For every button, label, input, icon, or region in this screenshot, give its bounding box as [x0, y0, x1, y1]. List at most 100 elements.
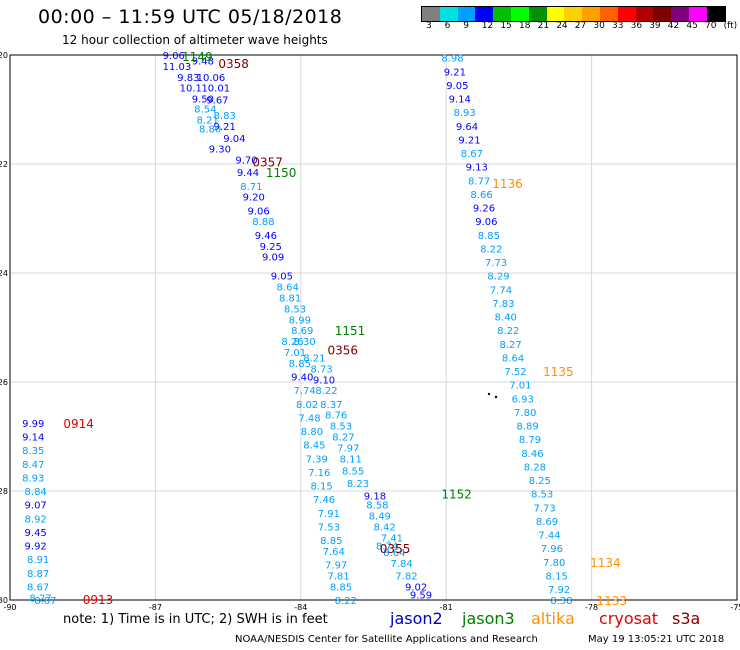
- color-swatch: [688, 7, 707, 21]
- color-swatch: [439, 7, 458, 21]
- wave-height-value: 7.46: [313, 495, 335, 506]
- color-scale-label: 9: [463, 21, 469, 31]
- x-tick-label: -75: [730, 603, 740, 612]
- satellite-legend-s3a: s3a: [672, 609, 701, 628]
- wave-height-value: 8.67: [461, 149, 483, 160]
- color-swatch: [599, 7, 618, 21]
- color-swatch: [582, 7, 600, 21]
- pass-number-label: 1151: [335, 324, 366, 338]
- wave-height-value: 7.64: [323, 547, 345, 558]
- wave-height-value: 8.49: [369, 512, 391, 523]
- wave-height-value: 7.80: [543, 558, 565, 569]
- wave-height-value: 8.22: [480, 244, 502, 255]
- wave-height-value: 8.27: [500, 340, 522, 351]
- pass-number-label: 1135: [543, 365, 574, 379]
- color-scale-label: 24: [556, 21, 568, 31]
- wave-height-value: 8.83: [214, 111, 236, 122]
- wave-height-value: 9.02: [405, 582, 427, 593]
- satellite-legend-jason3: jason3: [462, 609, 515, 628]
- wave-height-value: 8.37: [320, 400, 342, 411]
- wave-height-value: 7.48: [298, 413, 320, 424]
- wave-height-value: 7.01: [509, 381, 531, 392]
- wave-height-value: 9.46: [255, 231, 277, 242]
- color-swatch: [653, 7, 672, 21]
- wave-height-value: 8.25: [529, 476, 551, 487]
- wave-height-value: 7.73: [485, 258, 507, 269]
- wave-height-value: 8.28: [524, 462, 546, 473]
- wave-height-value: 8.53: [531, 490, 553, 501]
- wave-height-value: 7.82: [395, 571, 417, 582]
- x-tick-label: -90: [3, 603, 16, 612]
- wave-height-value: 9.06: [247, 206, 269, 217]
- wave-height-value: 9.20: [243, 193, 265, 204]
- satellite-legend-cryosat: cryosat: [599, 609, 659, 628]
- wave-height-value: 8.85: [289, 359, 311, 370]
- wave-height-value: 9.59: [410, 591, 432, 602]
- wave-height-value: 9.04: [223, 134, 245, 145]
- wave-height-value: 8.69: [291, 326, 313, 337]
- wave-height-value: 9.06: [163, 51, 185, 62]
- wave-height-value: 7.92: [548, 585, 570, 596]
- wave-height-value: 7.96: [541, 544, 563, 555]
- color-swatch: [457, 7, 476, 21]
- wave-height-value: 10.06: [197, 73, 226, 84]
- y-tick-label: -20: [0, 51, 8, 60]
- color-scale-label: 21: [537, 21, 550, 31]
- wave-height-value: 7.84: [390, 559, 412, 570]
- note-text: note: 1) Time is in UTC; 2) SWH is in fe…: [63, 612, 328, 627]
- pass-number-label: 1150: [266, 166, 297, 180]
- wave-height-value: 8.77: [468, 176, 490, 187]
- pass-number-label: 1136: [492, 177, 523, 191]
- wave-height-value: 8.85: [330, 582, 352, 593]
- color-scale-labels: 3 6 9 12 15 18 21 24 27 30 33 36 39 42 45 70 (ft): [421, 21, 737, 33]
- wave-height-value: 10.01: [201, 84, 230, 95]
- pass-number-label: 1149: [182, 50, 213, 64]
- wave-height-value: 8.64: [277, 283, 299, 294]
- color-swatch: [635, 7, 654, 21]
- color-swatch: [564, 7, 583, 21]
- wave-height-value: 7.39: [306, 454, 328, 465]
- wave-height-value: 8.53: [284, 304, 306, 315]
- wave-height-value: 8.89: [516, 422, 538, 433]
- wave-height-value: 8.74: [376, 542, 398, 553]
- wave-height-value: 8.85: [320, 536, 342, 547]
- wave-height-value: 8.91: [27, 555, 49, 566]
- wave-height-value: 8.45: [303, 441, 325, 452]
- marker-dot: [494, 395, 498, 399]
- wave-height-value: 9.30: [209, 145, 231, 156]
- wave-height-value: 8.55: [342, 466, 364, 477]
- color-scale-label: 6: [444, 21, 451, 31]
- wave-height-value: 9.21: [458, 135, 480, 146]
- wave-height-value: 9.26: [473, 204, 495, 215]
- satellite-legend-jason2: jason2: [390, 609, 443, 628]
- wave-height-value: 8.80: [301, 427, 323, 438]
- pass-number-label: 0913: [83, 593, 114, 607]
- wave-height-value: 8.88: [252, 217, 274, 228]
- wave-height-value: 9.10: [313, 375, 335, 386]
- wave-height-value: 8.02: [296, 400, 318, 411]
- wave-height-value: 8.11: [340, 454, 362, 465]
- wave-height-value: 8.38: [550, 596, 572, 607]
- color-swatch: [422, 7, 440, 21]
- color-swatch: [546, 7, 565, 21]
- wave-height-value: 7.53: [318, 522, 340, 533]
- color-scale-label: 12: [481, 21, 494, 31]
- wave-height-value: 9.14: [22, 433, 44, 444]
- wave-height-value: 7.81: [327, 571, 349, 582]
- y-tick-label: -22: [0, 160, 8, 169]
- wave-height-value: 8.66: [470, 190, 492, 201]
- wave-height-value: 9.44: [237, 168, 259, 179]
- wave-height-value: 8.81: [279, 294, 301, 305]
- color-scale-label: (ft): [723, 21, 738, 31]
- wave-height-value: 8.84: [25, 487, 47, 498]
- wave-height-value: 8.85: [478, 231, 500, 242]
- wave-height-value: 9.70: [235, 156, 257, 167]
- wave-height-value: 8.93: [453, 108, 475, 119]
- color-scale-label: 70: [705, 21, 717, 31]
- wave-height-value: 9.40: [291, 373, 313, 384]
- color-scale-label: 39: [649, 21, 661, 31]
- wave-height-value: 9.45: [25, 528, 47, 539]
- wave-height-value: 9.07: [25, 501, 47, 512]
- wave-height-value: 7.73: [533, 503, 555, 514]
- wave-height-value: 6.93: [512, 394, 534, 405]
